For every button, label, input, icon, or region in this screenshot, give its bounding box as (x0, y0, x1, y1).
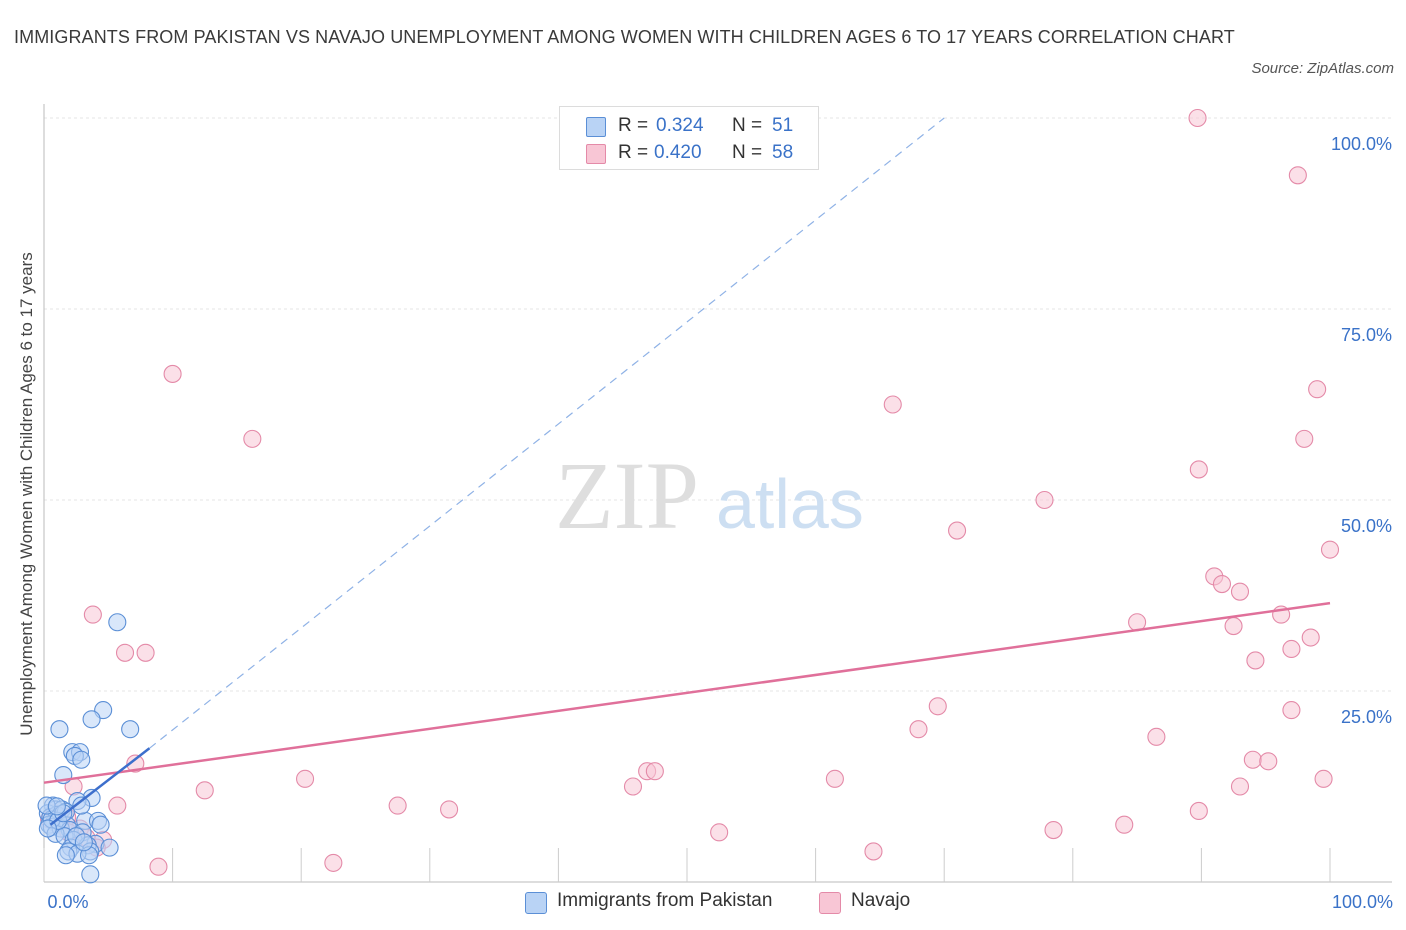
correlation-legend: R = 0.324 N = 51 R = 0.420 N = 58 (559, 106, 819, 170)
navajo-point (1115, 815, 1134, 834)
trendlines (43, 117, 1331, 826)
legend-n-label: N = (732, 115, 763, 136)
navajo-point (1288, 166, 1307, 185)
legend-r-value-navajo: 0.420 (654, 142, 702, 163)
navajo-point (1282, 639, 1301, 659)
navajo-point (909, 720, 928, 739)
pakistan-point (74, 833, 93, 852)
navajo-point (388, 796, 407, 815)
navajo-point (1188, 108, 1207, 128)
pakistan-trendline-extension (149, 117, 945, 749)
navajo-point (1259, 752, 1278, 771)
legend-r-value-pakistan: 0.324 (656, 115, 704, 136)
navajo-point (710, 823, 729, 842)
navajo-point (1320, 540, 1340, 559)
legend-r-label: R = (618, 142, 649, 163)
pakistan-legend-label: Immigrants from Pakistan (557, 890, 773, 911)
watermark-zip: ZIP (555, 442, 699, 549)
watermark-atlas: atlas (716, 465, 864, 543)
pakistan-point (56, 846, 75, 865)
navajo-legend-swatch (819, 892, 841, 914)
legend-r-label: R = (618, 115, 649, 136)
navajo-point (296, 769, 315, 788)
navajo-point (163, 364, 182, 383)
pakistan-point (72, 796, 91, 815)
navajo-swatch (586, 144, 606, 164)
pakistan-point (81, 865, 100, 884)
tick-labels: 25.0% 50.0% 75.0% 100.0% 0.0% 100.0% (47, 134, 1393, 912)
navajo-point (1282, 701, 1301, 720)
navajo-point (108, 796, 127, 815)
pakistan-point (82, 710, 101, 729)
y-axis-label: Unemployment Among Women with Children A… (17, 252, 36, 736)
navajo-point (623, 777, 643, 796)
navajo-point (440, 800, 459, 819)
navajo-point (1035, 490, 1054, 510)
navajo-legend-label: Navajo (851, 890, 911, 911)
pakistan-legend-swatch (525, 892, 547, 914)
navajo-trendline (43, 601, 1331, 784)
navajo-point (149, 857, 168, 876)
navajo-point (1243, 750, 1262, 769)
navajo-point (1230, 582, 1250, 601)
navajo-point (1301, 628, 1320, 647)
navajo-point (1212, 574, 1232, 594)
pakistan-point (121, 720, 140, 739)
pakistan-point (47, 797, 66, 816)
pakistan-point (91, 815, 110, 834)
legend-n-value-navajo: 58 (772, 142, 794, 163)
y-tick-label: 75.0% (1341, 325, 1392, 345)
x-tick-label-right: 100.0% (1332, 892, 1393, 912)
navajo-point (1308, 380, 1327, 399)
navajo-point (83, 605, 102, 624)
navajo-point (136, 643, 155, 662)
axes (43, 104, 1392, 883)
y-tick-label: 100.0% (1331, 134, 1392, 154)
pakistan-point (50, 720, 69, 739)
navajo-point (324, 853, 343, 872)
pakistan-swatch (586, 117, 606, 137)
legend-n-label: N = (732, 142, 763, 163)
chart-title: IMMIGRANTS FROM PAKISTAN VS NAVAJO UNEMP… (14, 27, 1235, 47)
navajo-point (1189, 801, 1208, 820)
pakistan-point (72, 750, 91, 769)
navajo-point (928, 697, 947, 716)
navajo-point (1147, 727, 1166, 746)
navajo-point (825, 769, 844, 788)
navajo-point (1246, 651, 1265, 670)
navajo-point (1224, 617, 1243, 636)
y-tick-label: 25.0% (1341, 707, 1392, 727)
navajo-point (126, 754, 145, 773)
navajo-point (1189, 460, 1208, 479)
navajo-point (1314, 769, 1333, 788)
navajo-point (1295, 429, 1314, 448)
navajo-point (1230, 777, 1250, 796)
navajo-point (115, 643, 135, 662)
navajo-point (195, 781, 214, 800)
pakistan-point (108, 613, 127, 632)
navajo-point (645, 762, 664, 781)
navajo-point (883, 395, 902, 414)
navajo-point (243, 429, 262, 448)
navajo-point (948, 521, 967, 540)
source-note: Source: ZipAtlas.com (1251, 60, 1394, 77)
navajo-point (1044, 820, 1063, 840)
pakistan-trendline (49, 747, 151, 826)
grid (44, 117, 1392, 692)
navajo-point (864, 842, 883, 861)
pakistan-point (100, 838, 119, 857)
x-tick-label-left: 0.0% (47, 892, 88, 912)
y-tick-label: 50.0% (1341, 516, 1392, 536)
pakistan-points (37, 613, 140, 884)
legend-n-value-pakistan: 51 (772, 115, 794, 136)
